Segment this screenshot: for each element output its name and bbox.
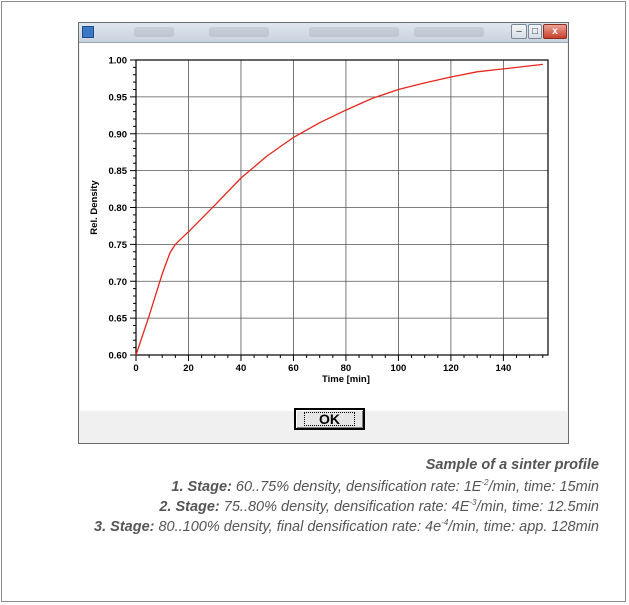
x-tick-label: 0 bbox=[133, 363, 138, 374]
x-tick-label: 40 bbox=[236, 363, 247, 374]
stage-1-line: 1. Stage: 60..75% density, densification… bbox=[39, 477, 599, 497]
y-tick-label: 0.60 bbox=[109, 351, 128, 362]
y-axis-label: Rel. Density bbox=[89, 180, 100, 235]
y-tick-label: 0.85 bbox=[109, 166, 128, 177]
x-tick-label: 60 bbox=[288, 363, 299, 374]
stage-1-time: /min, time: 15min bbox=[488, 479, 599, 495]
close-button[interactable]: x bbox=[543, 24, 567, 39]
stage-3-exponent: -4 bbox=[441, 518, 449, 528]
app-icon bbox=[82, 26, 94, 38]
minimize-button[interactable]: – bbox=[511, 24, 527, 39]
x-tick-label: 80 bbox=[341, 363, 352, 374]
y-tick-label: 0.80 bbox=[109, 203, 128, 214]
y-tick-label: 0.90 bbox=[109, 129, 128, 140]
plot-dialog-window: – □ x 0 20 40 60 80 100 120 140 0.60 0.65 0.70 0.75… bbox=[78, 22, 569, 444]
stage-2-line: 2. Stage: 75..80% density, densification… bbox=[39, 497, 599, 517]
y-tick-label: 0.65 bbox=[109, 314, 128, 325]
stage-1-label: 1. Stage: bbox=[171, 479, 232, 495]
y-tick-label: 0.75 bbox=[109, 240, 128, 251]
stage-3-label: 3. Stage: bbox=[94, 519, 155, 535]
stage-1-text: 60..75% density, densification rate: 1E bbox=[231, 479, 482, 495]
stage-2-label: 2. Stage: bbox=[159, 499, 220, 515]
ok-button-label: OK bbox=[304, 411, 355, 426]
stage-2-exponent: -3 bbox=[469, 498, 477, 508]
y-tick-label: 0.95 bbox=[109, 92, 128, 103]
stage-3-text: 80..100% density, final densification ra… bbox=[154, 519, 442, 535]
chart-area: 0 20 40 60 80 100 120 140 0.60 0.65 0.70 0.75 0.80 0.… bbox=[80, 43, 567, 411]
stage-3-time: /min, time: app. 128min bbox=[448, 519, 599, 535]
density-curve bbox=[135, 63, 543, 356]
ok-button[interactable]: OK bbox=[294, 408, 365, 430]
x-axis-label: Time [min] bbox=[322, 374, 370, 385]
stage-3-line: 3. Stage: 80..100% density, final densif… bbox=[39, 517, 599, 537]
x-tick-label: 20 bbox=[183, 363, 194, 374]
x-tick-label: 140 bbox=[495, 363, 511, 374]
y-tick-label: 0.70 bbox=[109, 277, 128, 288]
stage-2-time: /min, time: 12.5min bbox=[476, 499, 600, 515]
maximize-button[interactable]: □ bbox=[528, 24, 542, 39]
density-chart: 0 20 40 60 80 100 120 140 0.60 0.65 0.70 0.75 0.80 0.… bbox=[89, 56, 549, 385]
title-blur-1 bbox=[134, 27, 174, 37]
caption-title: Sample of a sinter profile bbox=[425, 457, 599, 473]
x-tick-label: 120 bbox=[443, 363, 459, 374]
stage-2-text: 75..80% density, densification rate: 4E bbox=[219, 499, 470, 515]
title-blur-3 bbox=[309, 27, 399, 37]
window-titlebar[interactable]: – □ x bbox=[79, 23, 568, 43]
caption: Sample of a sinter profile 1. Stage: 60.… bbox=[39, 447, 599, 537]
stage-1-exponent: -2 bbox=[481, 478, 489, 488]
y-tick-label: 1.00 bbox=[109, 56, 128, 67]
title-blur-4 bbox=[414, 27, 484, 37]
title-blur-2 bbox=[209, 27, 269, 37]
x-tick-label: 100 bbox=[390, 363, 406, 374]
